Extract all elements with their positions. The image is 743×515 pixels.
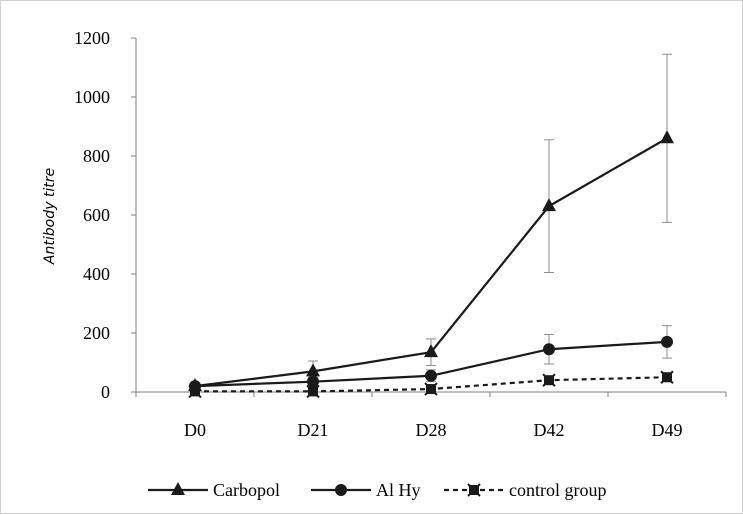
y-tick-label: 800	[83, 146, 110, 166]
carbopol-point	[660, 130, 674, 144]
x-tick-label: D28	[416, 420, 447, 440]
y-tick-label: 1000	[74, 87, 110, 107]
control-group-point	[542, 373, 556, 387]
legend-item-control-group: control group	[444, 480, 606, 500]
x-tick-label: D0	[184, 420, 206, 440]
y-tick-label: 200	[83, 323, 110, 343]
al-hy-point	[425, 369, 437, 382]
x-tick-label: D49	[652, 420, 683, 440]
y-axis-label: Antibody titre	[42, 168, 58, 265]
y-axis-ticks: 0 200 400 600 800 1000 1200	[74, 28, 136, 402]
y-tick-label: 400	[83, 264, 110, 284]
control-group-point	[424, 382, 438, 396]
al-hy-point	[543, 343, 555, 356]
legend-item-al-hy: Al Hy	[311, 480, 421, 500]
carbopol-point	[424, 344, 438, 358]
legend-item-carbopol: Carbopol	[148, 480, 280, 500]
x-axis-ticks: D0 D21 D28 D42 D49	[135, 392, 727, 440]
legend-label-al-hy: Al Hy	[376, 480, 421, 500]
legend-label-control-group: control group	[509, 480, 606, 500]
control-group-point	[660, 370, 674, 384]
series-markers	[188, 130, 674, 399]
x-tick-label: D42	[534, 420, 565, 440]
al-hy-point	[661, 335, 673, 348]
carbopol-point	[306, 363, 320, 377]
al-hy-point	[307, 375, 319, 388]
error-bars	[190, 53, 672, 393]
control-group-point	[306, 384, 320, 399]
carbopol-point	[542, 198, 556, 212]
legend: Carbopol Al Hy control group	[148, 480, 606, 500]
legend-marker-al-hy	[335, 484, 347, 496]
y-tick-label: 1200	[74, 28, 110, 48]
x-tick-label: D21	[298, 420, 329, 440]
y-tick-label: 600	[83, 205, 110, 225]
y-tick-label: 0	[101, 382, 110, 402]
legend-marker-control-group	[467, 483, 481, 497]
control-group-point	[188, 384, 202, 399]
legend-marker-carbopol	[171, 482, 185, 495]
legend-label-carbopol: Carbopol	[213, 480, 280, 500]
